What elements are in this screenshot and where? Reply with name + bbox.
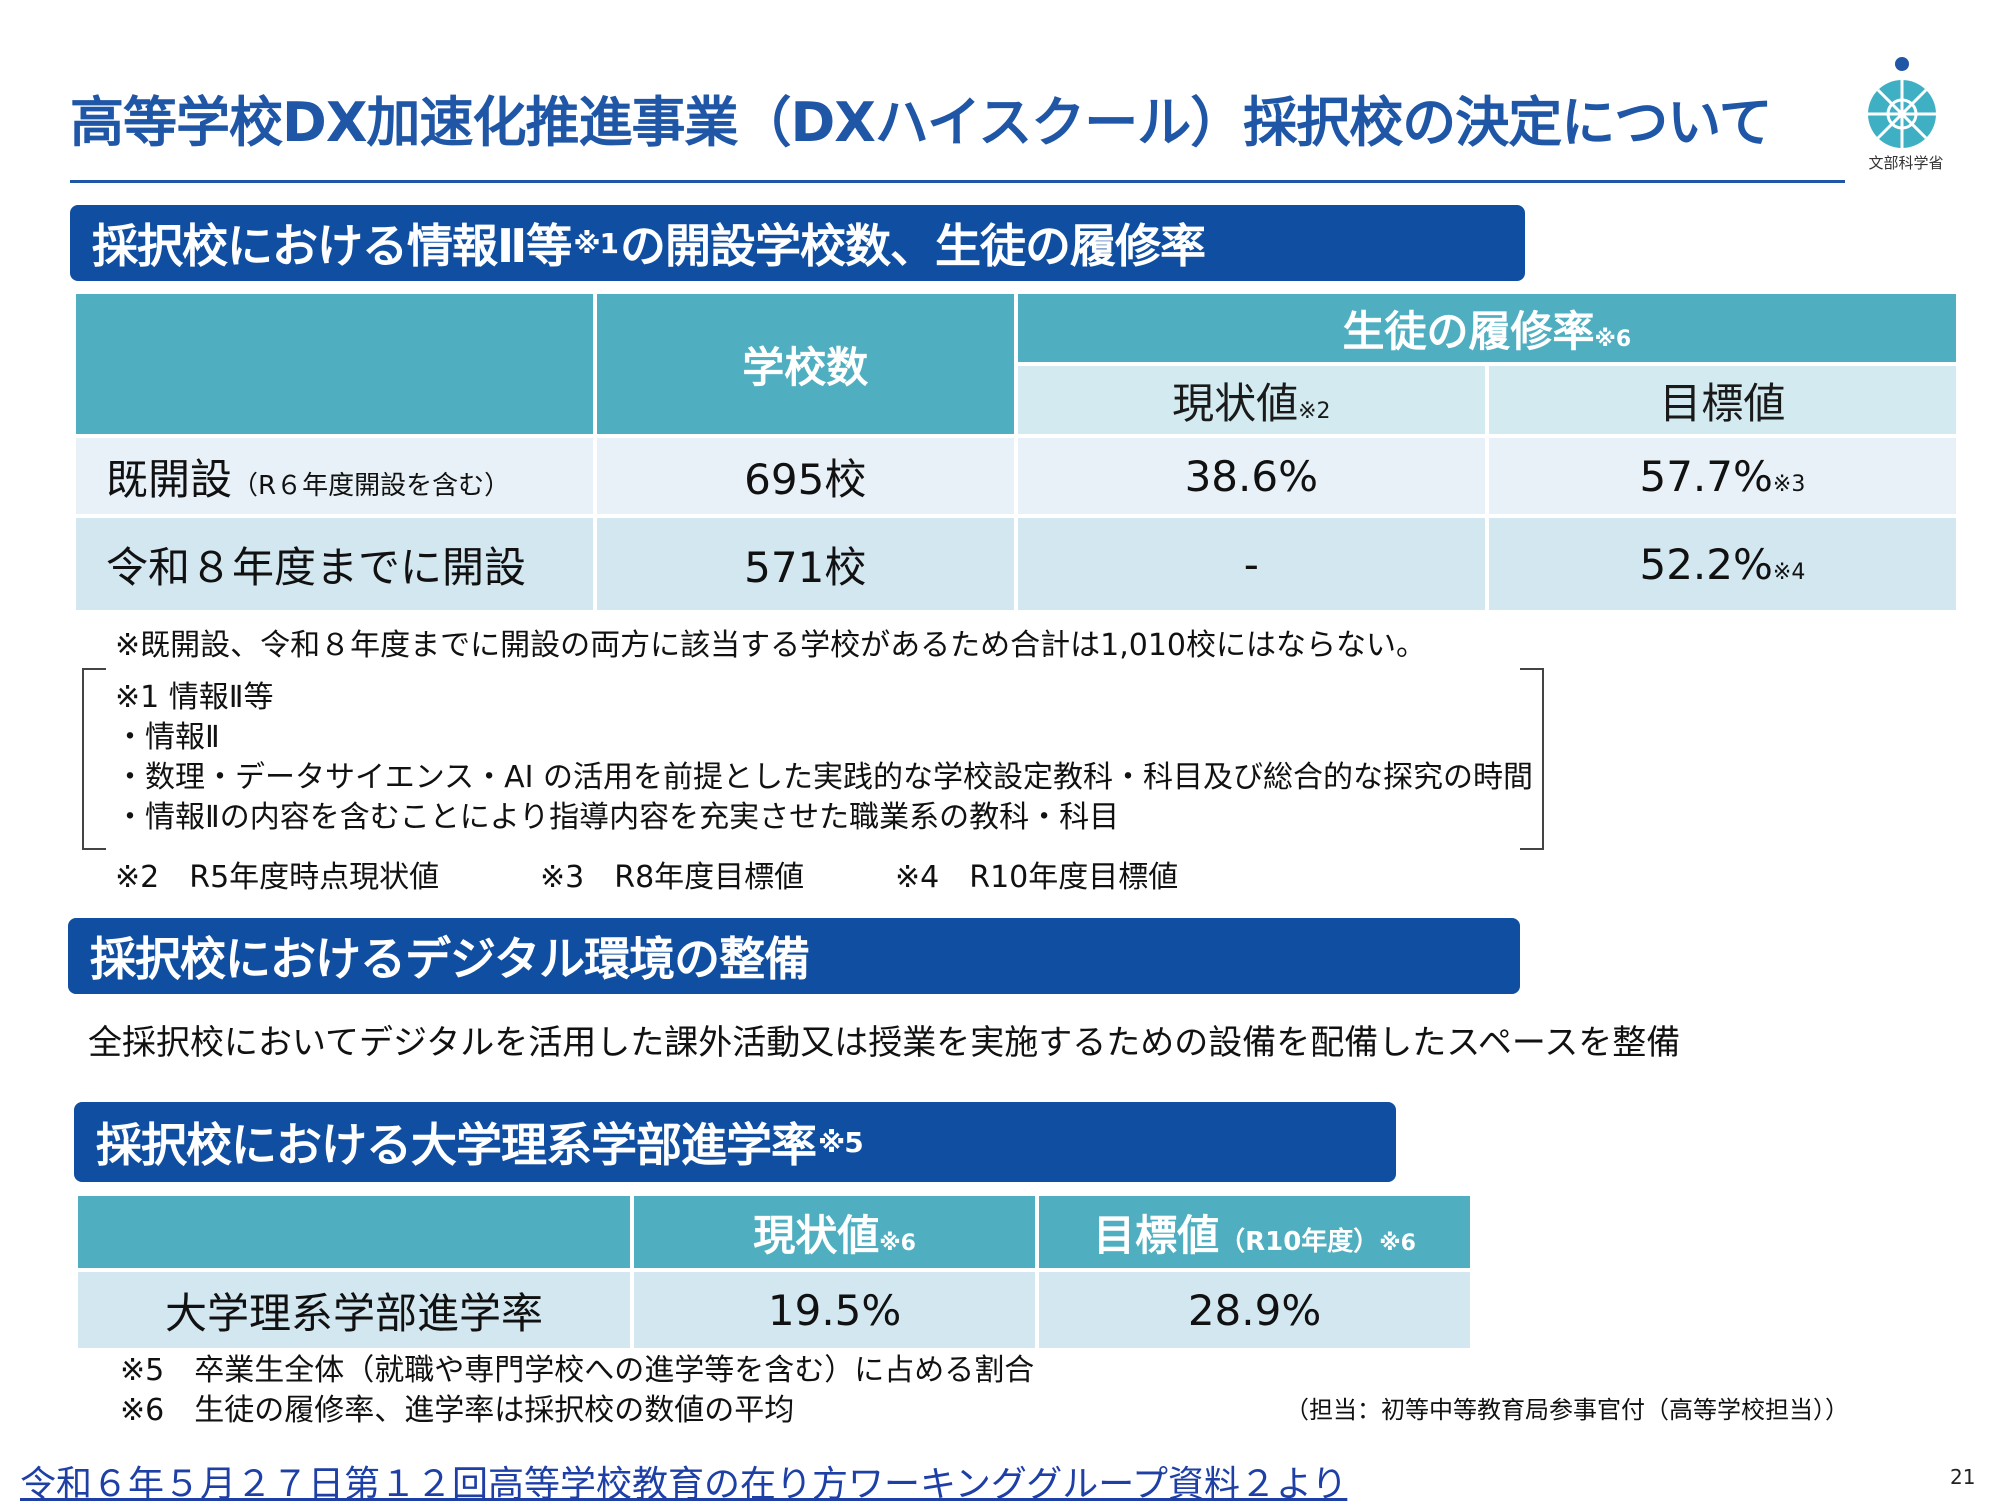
section2-heading: 採択校におけるデジタル環境の整備	[68, 918, 1520, 994]
bracket-line: ・数理・データサイエンス・AI の活用を前提とした実践的な学校設定教科・科目及び…	[115, 760, 1534, 795]
table-row: 既開設（R６年度開設を含む） 695校 38.6% 57.7%※3	[72, 434, 1961, 518]
note-total: ※既開設、令和８年度までに開設の両方に該当する学校があるため合計は1,010校に…	[115, 628, 1427, 663]
footnote-3: ※3 R8年度目標値	[540, 860, 805, 895]
row-label: 大学理系学部進学率	[73, 1268, 635, 1352]
header-blank	[72, 290, 597, 438]
cell-target: 28.9%	[1035, 1268, 1474, 1352]
mext-emblem-icon	[1868, 57, 1936, 148]
header-target: 目標値	[1484, 362, 1961, 438]
footnote-6: ※6 生徒の履修率、進学率は採択校の数値の平均	[120, 1393, 795, 1428]
course-table: 学校数 生徒の履修率※6 現状値※2 目標値 既開設（R６年度開設を含む） 69…	[72, 290, 1961, 614]
section1-heading: 採択校における情報Ⅱ等 ※1 の開設学校数、生徒の履修率	[70, 205, 1525, 281]
bracket-line: ※1 情報Ⅱ等	[115, 680, 274, 715]
bracket-line: ・情報Ⅱの内容を含むことにより指導内容を充実させた職業系の教科・科目	[115, 800, 1120, 835]
bracket-left	[82, 668, 106, 850]
table-row: 大学理系学部進学率 19.5% 28.9%	[73, 1268, 1474, 1352]
title-divider	[70, 180, 1845, 183]
ministry-logo: 文部科学省	[1858, 56, 1954, 176]
footnote-4: ※4 R10年度目標値	[895, 860, 1179, 895]
header-current: 現状値※6	[630, 1192, 1040, 1272]
footnote-2: ※2 R5年度時点現状値	[115, 860, 440, 895]
page-number: 21	[1950, 1465, 1976, 1489]
logo-text: 文部科学省	[1868, 154, 1944, 172]
header-target: 目標値（R10年度）※6	[1035, 1192, 1474, 1272]
source-link[interactable]: 令和６年５月２７日第１２回高等学校教育の在り方ワーキンググループ資料２より	[20, 1464, 1348, 1505]
cell-current: -	[1013, 514, 1489, 614]
row-label: 既開設（R６年度開設を含む）	[72, 434, 597, 518]
header-rate: 生徒の履修率※6	[1013, 290, 1961, 366]
cell-schools: 571校	[592, 514, 1018, 614]
page-title: 高等学校DX加速化推進事業（DXハイスクール）採択校の決定について	[70, 91, 1773, 154]
cell-current: 38.6%	[1013, 434, 1489, 518]
cell-schools: 695校	[592, 434, 1018, 518]
header-current: 現状値※2	[1013, 362, 1489, 438]
cell-target: 52.2%※4	[1484, 514, 1961, 614]
section2-body: 全採択校においてデジタルを活用した課外活動又は授業を実施するための設備を配備した…	[88, 1023, 1681, 1063]
contact-note: （担当：初等中等教育局参事官付（高等学校担当））	[1285, 1396, 1849, 1424]
stem-table: 現状値※6 目標値（R10年度）※6 大学理系学部進学率 19.5% 28.9%	[73, 1192, 1474, 1352]
section3-heading: 採択校における大学理系学部進学率 ※5	[74, 1102, 1396, 1182]
table-row: 令和８年度までに開設 571校 - 52.2%※4	[72, 514, 1961, 614]
footnote-5: ※5 卒業生全体（就職や専門学校への進学等を含む）に占める割合	[120, 1353, 1035, 1388]
cell-current: 19.5%	[630, 1268, 1040, 1352]
cell-target: 57.7%※3	[1484, 434, 1961, 518]
bracket-line: ・情報Ⅱ	[115, 720, 220, 755]
bracket-right	[1520, 668, 1544, 850]
header-schools: 学校数	[592, 290, 1018, 438]
row-label: 令和８年度までに開設	[72, 514, 597, 614]
header-blank	[73, 1192, 635, 1272]
